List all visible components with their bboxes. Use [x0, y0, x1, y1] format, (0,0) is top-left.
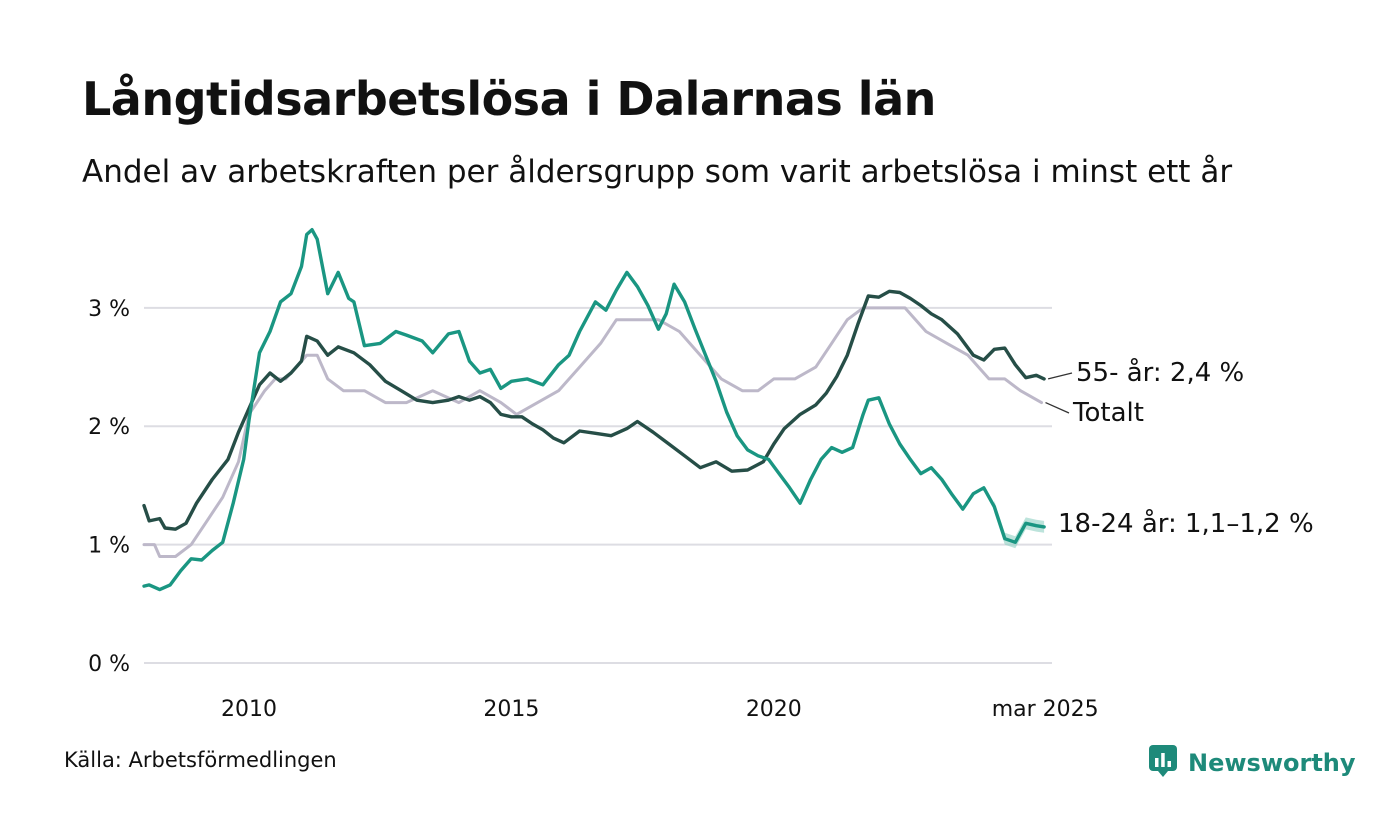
- y-tick-label: 1 %: [88, 534, 130, 559]
- x-tick-label: 2010: [221, 697, 277, 722]
- series-line-age_18_24: [142, 228, 1046, 592]
- series-line-age_55: [142, 289, 1046, 531]
- series-label-age_55: 55- år: 2,4 %: [1076, 357, 1244, 388]
- series-label-total: Totalt: [1072, 398, 1144, 428]
- y-tick-label: 0 %: [88, 652, 130, 677]
- series-end-labels: Totalt 55- år: 2,4 % 18-24 år: 1,1–1,2 %: [1045, 357, 1314, 539]
- gridlines: [144, 306, 1052, 664]
- y-tick-label: 3 %: [88, 297, 130, 322]
- label-leader-total: [1045, 401, 1070, 414]
- x-tick-label: 2015: [483, 697, 539, 722]
- band-age_18_24: [994, 500, 1045, 549]
- x-tick-label: mar 2025: [992, 697, 1099, 722]
- chart-title: Långtidsarbetslösa i Dalarnas län: [82, 72, 936, 126]
- y-axis-ticks: 0 % 1 % 2 % 3 %: [88, 297, 130, 677]
- y-tick-label: 2 %: [88, 415, 130, 440]
- chart-subtitle: Andel av arbetskraften per åldersgrupp s…: [82, 154, 1233, 190]
- series-lines: [142, 228, 1046, 592]
- bar-chart-icon: [1148, 744, 1178, 782]
- brand-logo[interactable]: Newsworthy: [1148, 744, 1356, 782]
- series-line-total: [142, 306, 1043, 558]
- x-axis-ticks: 2010 2015 2020 mar 2025: [221, 697, 1099, 722]
- brand-name: Newsworthy: [1188, 749, 1356, 777]
- x-tick-label: 2020: [746, 697, 802, 722]
- uncertainty-band: [994, 500, 1045, 549]
- source-note: Källa: Arbetsförmedlingen: [64, 748, 337, 772]
- label-leader-age_55: [1047, 372, 1073, 380]
- series-label-age_18_24: 18-24 år: 1,1–1,2 %: [1058, 508, 1314, 539]
